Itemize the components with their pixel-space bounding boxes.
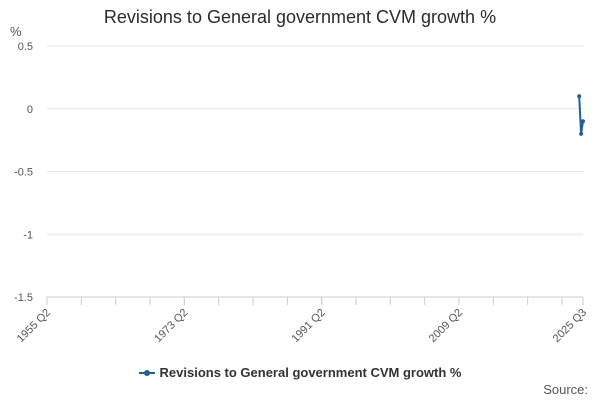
y-tick-label: -0.5 [14,167,33,179]
chart-title: Revisions to General government CVM grow… [103,7,497,27]
y-tick-label: -1 [23,229,33,241]
y-tick-label: 0.5 [18,41,33,53]
x-tick-label: 1955 Q2 [15,307,53,345]
y-tick-label: 0 [27,104,33,116]
data-point [579,131,584,136]
legend-series-marker [138,368,155,378]
x-tick-label: 1991 Q2 [289,307,327,345]
y-axis-unit-label: % [10,24,22,39]
data-point [581,119,585,124]
x-tick-label: 2009 Q2 [427,307,465,345]
legend[interactable]: Revisions to General government CVM grow… [0,365,600,380]
x-tick-label: 2025 Q3 [551,307,589,345]
legend-series-label: Revisions to General government CVM grow… [159,365,462,380]
y-tick-label: -1.5 [14,292,33,304]
source-label: Source: [543,382,588,397]
data-point [577,94,582,99]
x-tick-label: 1973 Q2 [152,307,190,345]
series-line [578,96,584,135]
